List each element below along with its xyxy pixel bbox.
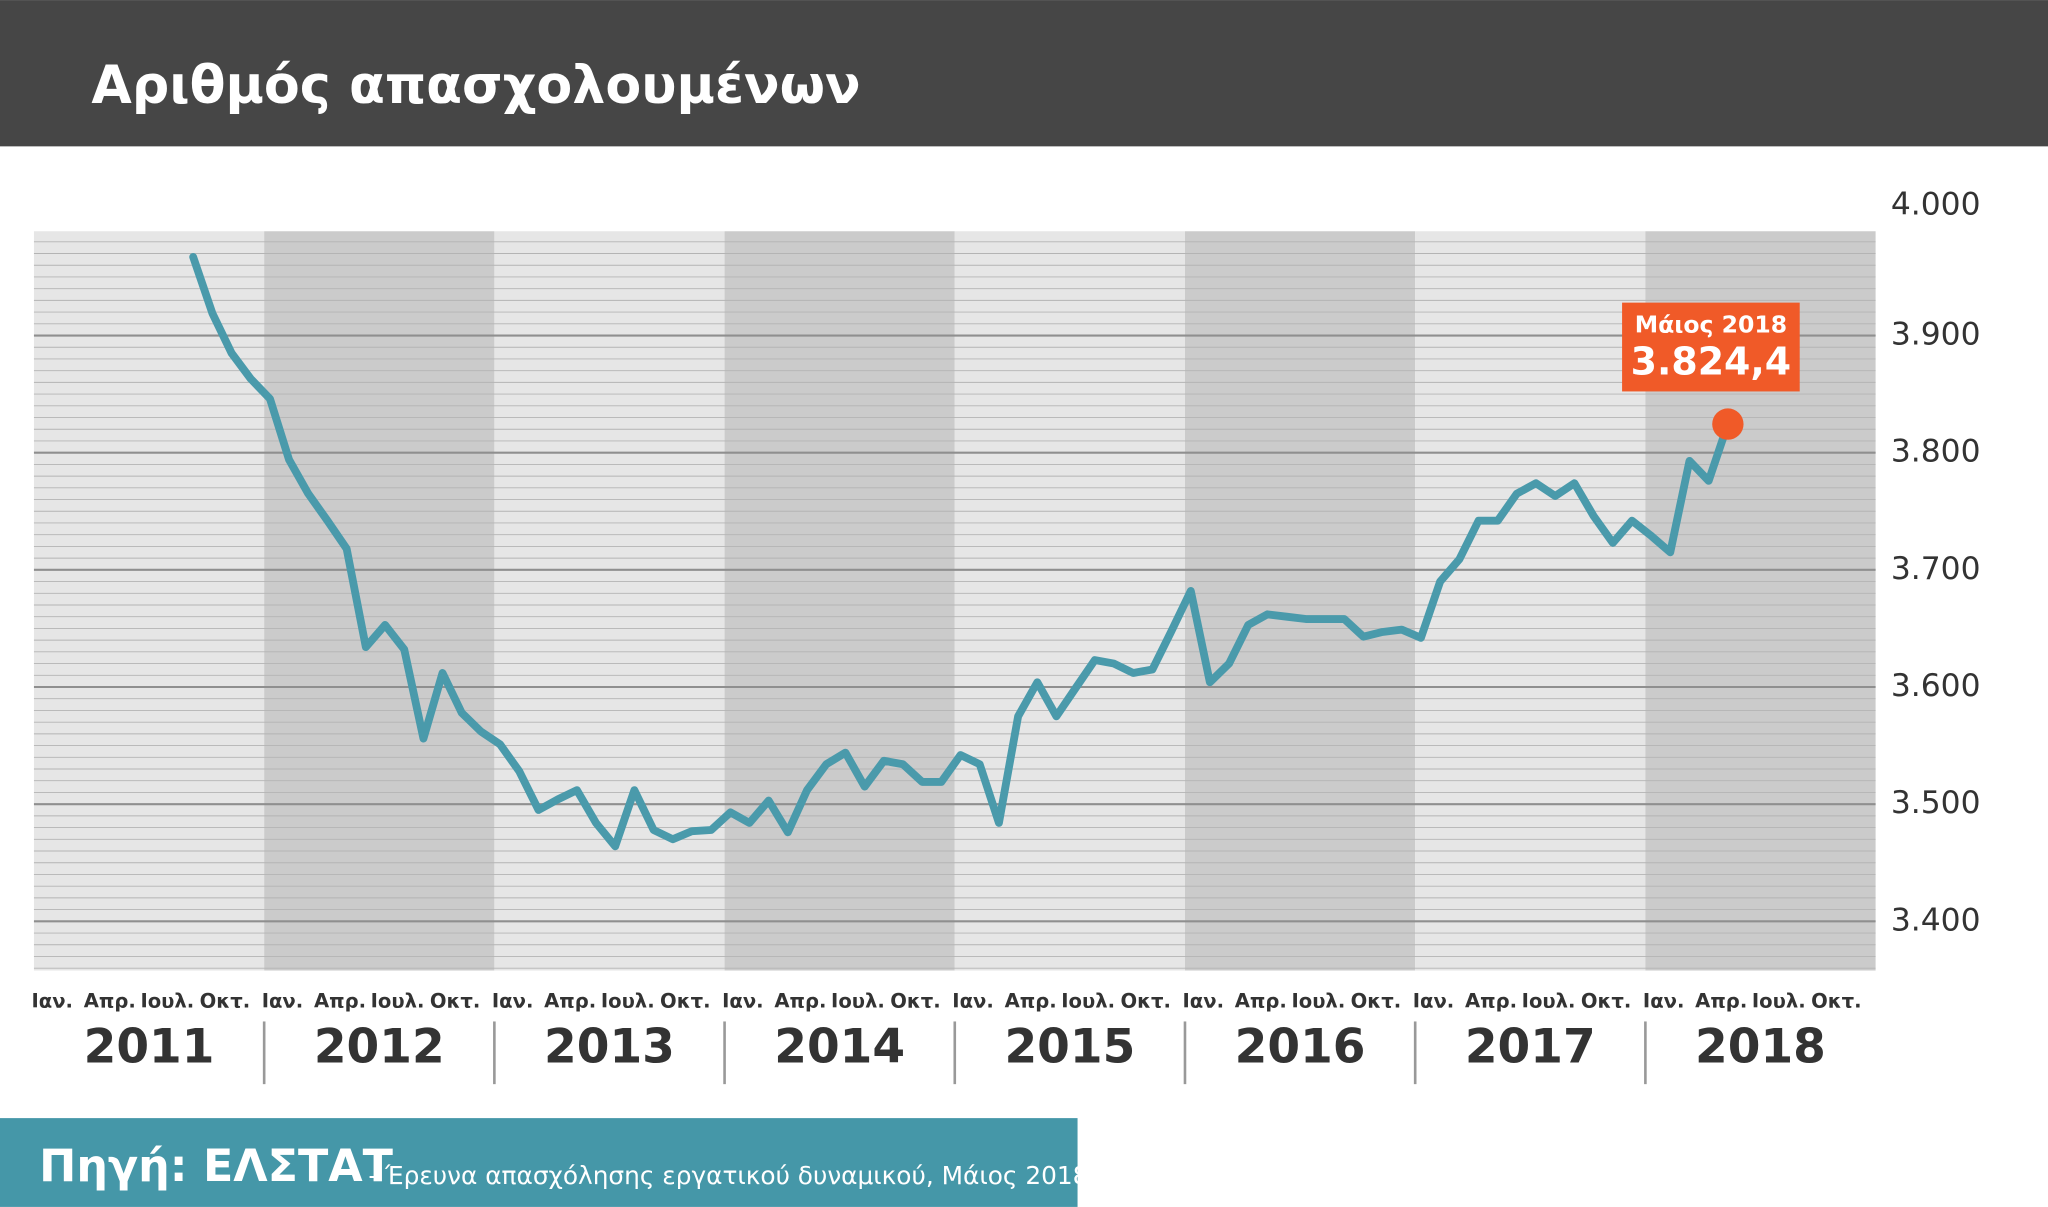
x-year-label: 2012 [314,1020,445,1075]
x-month-label: Ιαν. [722,989,764,1012]
x-month-label: Οκτ. [660,989,711,1012]
x-month-label: Ιουλ. [371,989,425,1012]
x-year-label: 2016 [1235,1020,1366,1075]
x-month-label: Οκτ. [890,989,941,1012]
x-month-label: Απρ. [84,989,136,1012]
y-tick-label: 3.500 [1891,785,1981,821]
x-month-label: Οκτ. [1120,989,1171,1012]
y-tick-label: 3.900 [1891,317,1981,353]
plot-area: 3.400 3.500 3.600 3.700 3.800 3.900 4.000 Ιαν. Α… [31,186,1981,1085]
footer-bar [0,1118,1078,1207]
year-band [954,231,1185,971]
x-year-label: 2011 [84,1020,215,1075]
x-month-label: Οκτ. [1351,989,1402,1012]
source: Πηγή: ΕΛΣΤΑΤ [39,1141,393,1192]
source-note: - Έρευνα απασχόλησης εργατικού δυναμικού… [368,1161,1088,1190]
chart-title: Αριθμός απασχολουμένων [91,56,860,116]
x-month-label: Ιαν. [952,989,994,1012]
y-tick-label: 3.700 [1891,551,1981,587]
x-month-label: Απρ. [774,989,826,1012]
x-month-label: Απρ. [314,989,366,1012]
y-tick-label: 3.600 [1891,668,1981,704]
x-month-label: Οκτ. [200,989,251,1012]
year-band [33,231,265,971]
y-tick-label: 3.800 [1891,434,1981,470]
x-month-label: Απρ. [544,989,596,1012]
x-month-label: Ιουλ. [1522,989,1576,1012]
x-month-label: Οκτ. [1811,989,1862,1012]
x-month-label: Ιουλ. [1291,989,1345,1012]
x-year-label: 2017 [1465,1020,1596,1075]
highlight-point [1712,408,1744,440]
x-month-label: Ιουλ. [601,989,655,1012]
x-month-label: Ιουλ. [1061,989,1115,1012]
x-month-label: Οκτ. [1581,989,1632,1012]
annotation-box [1622,302,1800,392]
y-tick-label: 3.400 [1891,902,1981,938]
annotation-label: Μάιος 2018 [1635,311,1787,339]
x-year-label: 2013 [544,1020,675,1075]
data-line [189,253,1732,851]
x-month-label: Ιαν. [1183,989,1225,1012]
year-band [264,231,495,971]
x-month-label: Απρ. [1005,989,1057,1012]
x-month-label: Απρ. [1235,989,1287,1012]
header-bar [0,0,2048,147]
year-band [1415,231,1646,971]
x-year-label: 2015 [1004,1020,1135,1075]
x-month-label: Ιουλ. [831,989,885,1012]
x-month-label: Ιαν. [31,989,73,1012]
x-month-label: Ιαν. [262,989,304,1012]
x-month-label: Ιουλ. [140,989,194,1012]
year-band [494,231,725,971]
x-month-label: Ιουλ. [1752,989,1806,1012]
y-tick-label: 4.000 [1891,186,1981,222]
year-band [1184,231,1416,971]
x-month-label: Οκτ. [430,989,481,1012]
x-month-label: Ιαν. [1643,989,1685,1012]
x-month-label: Ιαν. [492,989,534,1012]
x-month-label: Απρ. [1465,989,1517,1012]
x-month-label: Ιαν. [1413,989,1455,1012]
x-year-label: 2018 [1695,1020,1826,1075]
x-month-label: Απρ. [1695,989,1747,1012]
x-year-label: 2014 [774,1020,905,1075]
data-label: 3.824,4 [1631,340,1791,384]
year-band [724,231,955,971]
